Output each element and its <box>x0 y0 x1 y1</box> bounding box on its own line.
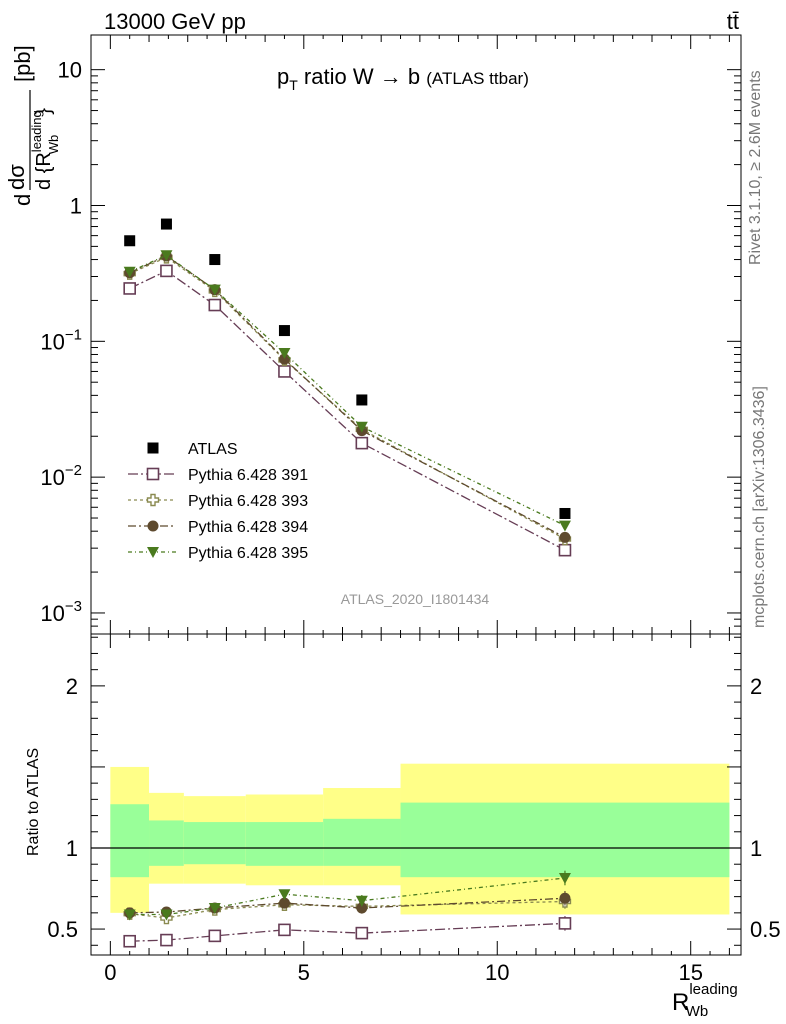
ratio-point-p394 <box>356 902 368 914</box>
ratio-y-tick-label: 1 <box>66 836 78 861</box>
legend-label: Pythia 6.428 395 <box>188 545 308 562</box>
legend-marker <box>147 520 159 532</box>
point-p391 <box>123 282 136 295</box>
ratio-point-p391 <box>208 929 222 943</box>
series-line-p395 <box>129 254 566 527</box>
x-tick-label: 5 <box>298 960 310 985</box>
band-inner <box>183 822 246 865</box>
ratio-point-p394 <box>559 892 571 904</box>
point-atlas <box>209 254 221 266</box>
ratio-point-p395 <box>558 872 571 884</box>
ratio-y-tick-label: 2 <box>66 674 78 699</box>
legend-label: Pythia 6.428 391 <box>188 467 308 484</box>
header-right: tt̄ <box>727 9 739 34</box>
y-tick-label: 10 <box>58 58 82 83</box>
point-p395 <box>355 421 368 433</box>
legend-marker <box>146 467 160 481</box>
y-label-denominator: d {Rleading Wb} <box>29 108 61 190</box>
band-inner <box>149 820 184 866</box>
legend-marker <box>147 442 159 454</box>
point-p395 <box>160 250 173 262</box>
side-label-bottom: mcplots.cern.ch [arXiv:1306.3436] <box>751 386 768 628</box>
ratio-point-p391 <box>123 934 136 948</box>
chart-title: pT ratio W → b (ATLAS ttbar) <box>277 64 529 93</box>
ratio-y-tick-label: 0.5 <box>47 917 78 942</box>
ratio-frame <box>90 633 742 956</box>
ratio-point-p391 <box>160 933 173 947</box>
point-p395 <box>123 266 136 278</box>
point-p395 <box>278 348 291 360</box>
point-p391 <box>278 365 291 378</box>
ratio-y-label: Ratio to ATLAS <box>25 748 42 856</box>
main-panel: 10−3 10−2 10−1 1 10 pT ratio W → b (ATLAS ttb… <box>4 34 742 635</box>
analysis-id: ATLAS_2020_I1801434 <box>341 591 490 607</box>
ratio-point-p391 <box>355 926 369 940</box>
side-label-top: Rivet 3.1.10, ≥ 2.6M events <box>747 70 764 265</box>
ratio-line-p391 <box>129 922 565 942</box>
y-tick-label: 10−3 <box>40 598 82 626</box>
ratio-point-p395 <box>278 889 291 901</box>
point-p395 <box>208 284 221 296</box>
ratio-point-p394 <box>278 897 290 909</box>
band-inner <box>323 818 401 866</box>
point-p391 <box>355 436 369 450</box>
ratio-point-p391 <box>278 923 291 937</box>
ratio-point-p395 <box>123 909 136 921</box>
series-line-p394 <box>129 255 566 538</box>
series-p391 <box>123 264 572 557</box>
y-label-d: d <box>10 194 35 206</box>
x-tick-label: 15 <box>678 960 702 985</box>
y-tick-label: 10−1 <box>40 326 82 354</box>
y-tick-label: 1 <box>70 193 82 218</box>
legend-label: Pythia 6.428 394 <box>188 519 308 536</box>
legend: ATLAS Pythia 6.428 391 Pythia 6.428 393 Pyt… <box>128 441 308 562</box>
series-atlas <box>124 218 571 519</box>
header-left: 13000 GeV pp <box>104 9 246 34</box>
ratio-line-p395 <box>129 877 566 916</box>
x-tick-label: 0 <box>104 960 116 985</box>
band-inner <box>400 802 730 878</box>
band-inner <box>245 822 324 866</box>
point-atlas <box>356 394 368 406</box>
band-inner <box>110 804 150 878</box>
ratio-point-p395 <box>355 895 368 907</box>
point-atlas <box>160 218 172 230</box>
ratio-point-p395 <box>160 909 173 921</box>
y-label-dsigma: dσ <box>4 164 29 190</box>
series-p395 <box>123 250 571 532</box>
ratio-panel: 0.5 0.5 1 1 2 2 0 5 10 15 Ratio to ATLAS Rleading Wb <box>25 633 781 1020</box>
point-atlas <box>278 325 290 337</box>
ratio-point-p391 <box>558 917 572 930</box>
point-p391 <box>558 543 572 557</box>
ratio-series-p395 <box>123 870 571 921</box>
ratio-y-tick-label-right: 0.5 <box>750 917 781 942</box>
point-p395 <box>558 520 571 532</box>
x-tick-label: 10 <box>485 960 509 985</box>
ratio-y-tick-label-right: 2 <box>750 674 762 699</box>
point-atlas <box>559 507 571 519</box>
legend-marker <box>146 493 160 507</box>
y-tick-label: 10−2 <box>40 462 82 490</box>
y-axis-label: d dσ d {Rleading Wb} [pb] <box>4 45 61 206</box>
ratio-series-p391 <box>123 916 572 948</box>
point-p391 <box>160 264 173 278</box>
y-label-unit: [pb] <box>10 45 35 82</box>
ratio-y-tick-label-right: 1 <box>750 836 762 861</box>
ratio-point-p395 <box>208 902 221 914</box>
legend-marker <box>147 547 159 558</box>
x-axis-label: Rleading Wb <box>672 981 738 1020</box>
series-line-p391 <box>129 270 566 551</box>
legend-label: ATLAS <box>188 441 238 458</box>
point-p391 <box>208 298 222 312</box>
point-atlas <box>124 235 136 247</box>
point-p394 <box>559 531 571 543</box>
legend-label: Pythia 6.428 393 <box>188 493 308 510</box>
